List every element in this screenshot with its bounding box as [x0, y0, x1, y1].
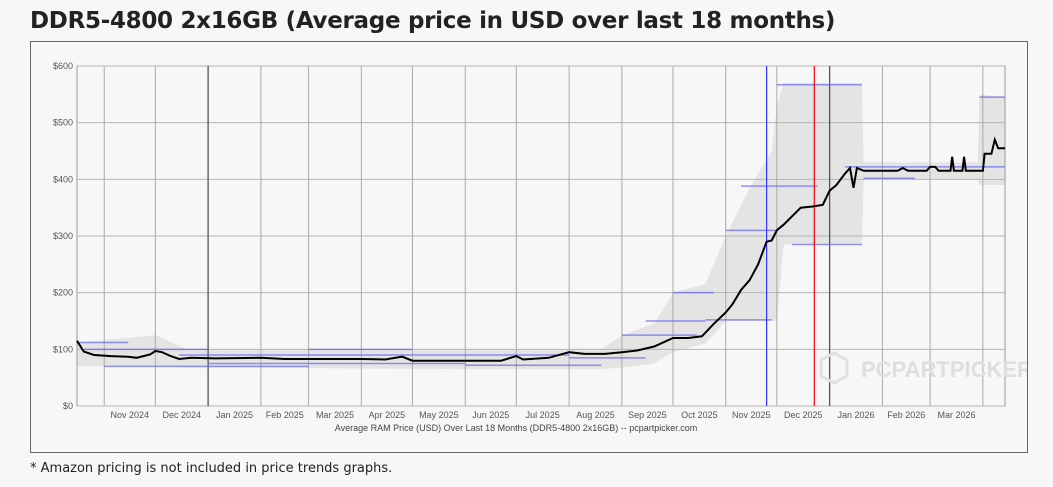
x-tick-label: Nov 2024 — [111, 410, 150, 420]
x-tick-label: Apr 2025 — [369, 410, 406, 420]
x-tick-label: Jan 2026 — [837, 410, 874, 420]
price-chart: $0 $100 $200 $300 $400 $500 $600 Nov 2024 Dec 20… — [30, 41, 1028, 453]
x-axis-label: Average RAM Price (USD) Over Last 18 Mon… — [335, 423, 697, 433]
y-tick-label: $500 — [53, 118, 73, 128]
x-tick-label: Dec 2025 — [784, 410, 823, 420]
x-tick-label: May 2025 — [419, 410, 459, 420]
x-tick-label: Dec 2024 — [162, 410, 201, 420]
y-tick-label: $300 — [53, 231, 73, 241]
y-tick-label: $100 — [53, 344, 73, 354]
logo-cube-icon — [819, 351, 849, 385]
y-tick-label: $400 — [53, 174, 73, 184]
x-tick-label: Mar 2025 — [316, 410, 354, 420]
x-tick-label: Nov 2025 — [732, 410, 771, 420]
x-tick-label: Sep 2025 — [628, 410, 667, 420]
footnote: * Amazon pricing is not included in pric… — [30, 461, 393, 476]
watermark: PCPARTPICKER — [861, 357, 1027, 382]
x-tick-label: Jul 2025 — [526, 410, 560, 420]
x-tick-label: Jun 2025 — [472, 410, 509, 420]
x-tick-label: Jan 2025 — [216, 410, 253, 420]
y-tick-label: $200 — [53, 288, 73, 298]
chart-svg: $0 $100 $200 $300 $400 $500 $600 Nov 2024 Dec 20… — [53, 61, 1027, 433]
price-range-band — [77, 83, 1005, 370]
x-tick-label: Feb 2025 — [266, 410, 304, 420]
x-tick-label: Feb 2026 — [887, 410, 925, 420]
x-tick-label: Mar 2026 — [937, 410, 975, 420]
x-tick-label: Aug 2025 — [576, 410, 615, 420]
page-title: DDR5-4800 2x16GB (Average price in USD o… — [30, 8, 836, 34]
x-tick-label: Oct 2025 — [681, 410, 718, 420]
y-tick-label: $600 — [53, 61, 73, 71]
y-tick-label: $0 — [63, 401, 73, 411]
average-price-line — [76, 136, 1005, 362]
